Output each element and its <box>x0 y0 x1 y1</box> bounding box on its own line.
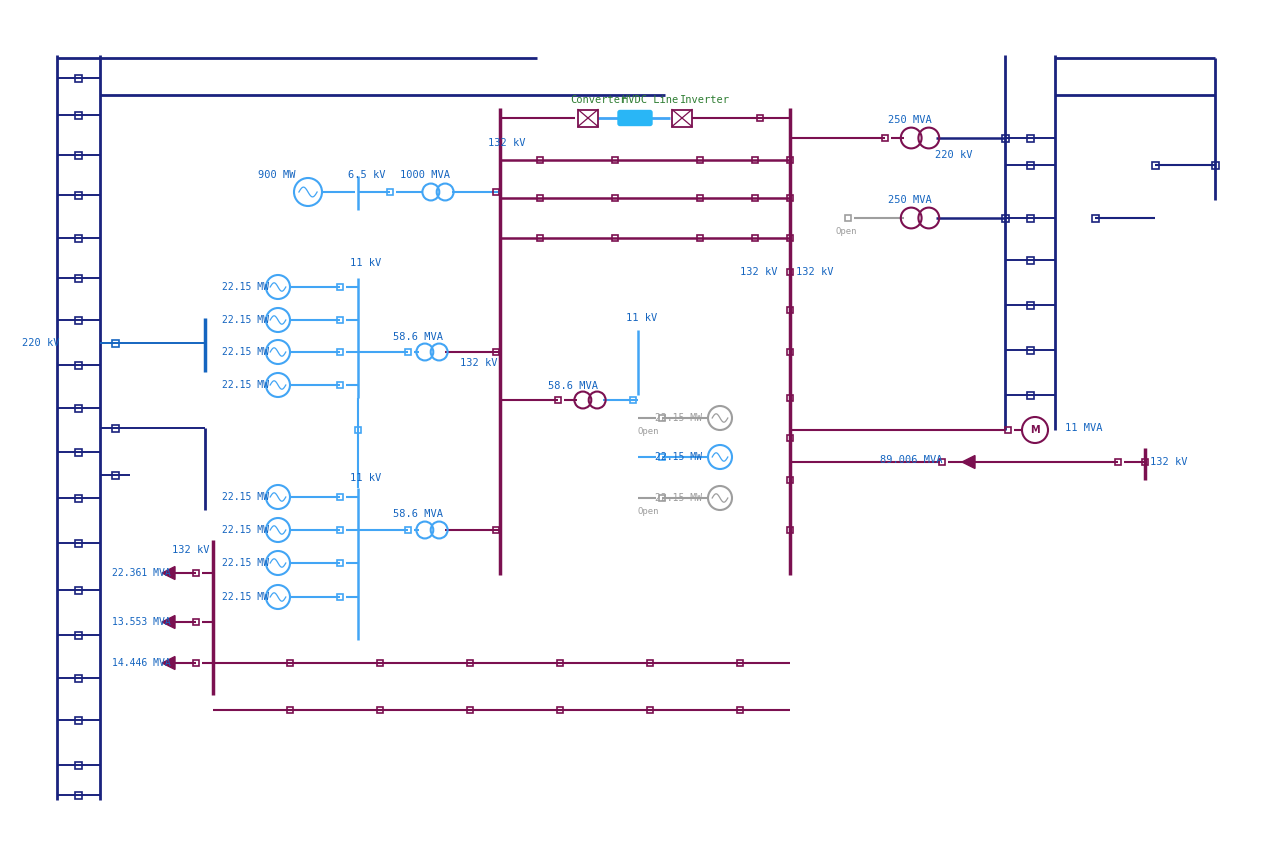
Text: 250 MVA: 250 MVA <box>889 115 932 125</box>
Polygon shape <box>162 566 174 579</box>
Text: M: M <box>1030 425 1040 435</box>
Polygon shape <box>962 455 975 468</box>
Text: 14.446 MVA: 14.446 MVA <box>112 658 171 668</box>
Text: 132 kV: 132 kV <box>172 545 210 555</box>
Text: 22.15 MW: 22.15 MW <box>655 452 702 462</box>
Text: 22.361 MVA: 22.361 MVA <box>112 568 171 578</box>
Text: 132 kV: 132 kV <box>1150 457 1187 467</box>
Text: 11 kV: 11 kV <box>626 313 657 323</box>
Text: 1000 MVA: 1000 MVA <box>399 170 450 180</box>
Text: 22.15 MW: 22.15 MW <box>655 413 702 423</box>
Text: 22.15 MW: 22.15 MW <box>222 558 269 568</box>
Text: 58.6 MVA: 58.6 MVA <box>393 332 442 342</box>
Text: 11 kV: 11 kV <box>350 258 382 268</box>
Text: Open: Open <box>836 227 857 237</box>
Text: 11 kV: 11 kV <box>350 473 382 483</box>
FancyBboxPatch shape <box>618 110 652 126</box>
Text: 22.15 MW: 22.15 MW <box>222 525 269 535</box>
Text: 132 kV: 132 kV <box>488 138 526 148</box>
Text: 22.15 MW: 22.15 MW <box>222 380 269 390</box>
Text: 22.15 MW: 22.15 MW <box>222 347 269 357</box>
Polygon shape <box>162 616 174 628</box>
Text: 6.5 kV: 6.5 kV <box>348 170 386 180</box>
Text: 250 MVA: 250 MVA <box>889 195 932 205</box>
Text: 13.553 MVA: 13.553 MVA <box>112 617 171 627</box>
Text: 22.15 MW: 22.15 MW <box>655 493 702 503</box>
Polygon shape <box>162 656 174 670</box>
Text: 58.6 MVA: 58.6 MVA <box>549 381 598 391</box>
Text: 22.15 MW: 22.15 MW <box>222 592 269 602</box>
Text: 58.6 MVA: 58.6 MVA <box>393 509 442 519</box>
Text: 220 kV: 220 kV <box>21 338 59 348</box>
Text: 89.006 MVA: 89.006 MVA <box>880 455 943 465</box>
Text: 132 kV: 132 kV <box>796 267 833 277</box>
Text: Open: Open <box>638 506 660 516</box>
Text: 22.15 MW: 22.15 MW <box>222 492 269 502</box>
Text: Open: Open <box>638 427 660 436</box>
Text: 132 kV: 132 kV <box>460 358 498 368</box>
Text: 22.15 MW: 22.15 MW <box>222 282 269 292</box>
Text: 11 MVA: 11 MVA <box>1066 423 1102 433</box>
Text: 900 MW: 900 MW <box>258 170 296 180</box>
Text: 22.15 MW: 22.15 MW <box>222 315 269 325</box>
Text: 132 kV: 132 kV <box>739 267 777 277</box>
Text: Converter: Converter <box>570 95 626 105</box>
Text: Inverter: Inverter <box>680 95 731 105</box>
Text: 220 kV: 220 kV <box>935 150 972 160</box>
Text: HVDC Line: HVDC Line <box>622 95 679 105</box>
